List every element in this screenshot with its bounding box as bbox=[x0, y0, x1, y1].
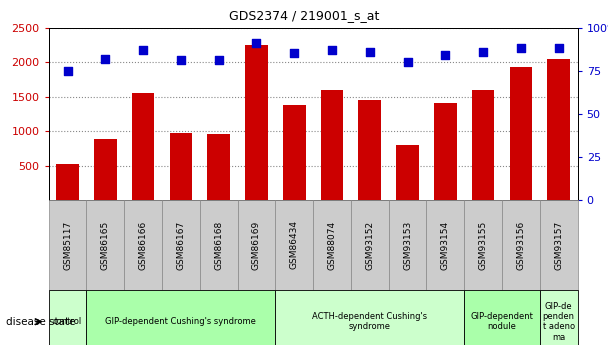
Text: GSM86168: GSM86168 bbox=[214, 220, 223, 269]
Bar bbox=[170, 133, 192, 200]
Text: GSM86165: GSM86165 bbox=[101, 220, 110, 269]
Bar bbox=[426, 200, 465, 290]
Bar bbox=[313, 200, 351, 290]
Bar bbox=[238, 200, 275, 290]
Bar bbox=[162, 200, 200, 290]
Text: GSM93156: GSM93156 bbox=[516, 220, 525, 269]
Point bbox=[478, 49, 488, 55]
Bar bbox=[547, 59, 570, 200]
Text: GSM93157: GSM93157 bbox=[554, 220, 563, 269]
Point bbox=[252, 40, 261, 46]
Text: GDS2374 / 219001_s_at: GDS2374 / 219001_s_at bbox=[229, 9, 379, 22]
Point bbox=[289, 51, 299, 56]
Bar bbox=[351, 200, 389, 290]
Bar bbox=[472, 90, 494, 200]
Text: GIP-dependent
nodule: GIP-dependent nodule bbox=[471, 312, 533, 332]
Point bbox=[63, 68, 72, 73]
Bar bbox=[245, 45, 268, 200]
Text: GSM93153: GSM93153 bbox=[403, 220, 412, 269]
Point bbox=[138, 47, 148, 53]
Bar bbox=[389, 200, 426, 290]
Text: GSM86167: GSM86167 bbox=[176, 220, 185, 269]
Bar bbox=[200, 200, 238, 290]
Text: GSM86166: GSM86166 bbox=[139, 220, 148, 269]
Bar bbox=[502, 200, 540, 290]
Bar bbox=[132, 93, 154, 200]
Bar bbox=[124, 200, 162, 290]
Bar bbox=[540, 200, 578, 290]
Bar bbox=[94, 139, 117, 200]
Point bbox=[327, 47, 337, 53]
Bar bbox=[56, 164, 79, 200]
Point bbox=[402, 59, 412, 65]
Bar bbox=[275, 200, 313, 290]
Bar bbox=[465, 200, 502, 290]
Text: GSM86434: GSM86434 bbox=[290, 220, 299, 269]
Bar bbox=[465, 290, 540, 345]
Bar bbox=[283, 105, 306, 200]
Bar bbox=[359, 100, 381, 200]
Text: GSM93154: GSM93154 bbox=[441, 220, 450, 269]
Point bbox=[100, 56, 110, 61]
Bar bbox=[207, 134, 230, 200]
Text: GSM85117: GSM85117 bbox=[63, 220, 72, 269]
Text: control: control bbox=[53, 317, 82, 326]
Bar bbox=[396, 145, 419, 200]
Text: GSM93152: GSM93152 bbox=[365, 220, 375, 269]
Point bbox=[516, 46, 526, 51]
Point bbox=[440, 52, 450, 58]
Bar bbox=[49, 290, 86, 345]
Point bbox=[554, 46, 564, 51]
Text: GSM86169: GSM86169 bbox=[252, 220, 261, 269]
Bar bbox=[86, 200, 124, 290]
Bar bbox=[86, 290, 275, 345]
Bar bbox=[540, 290, 578, 345]
Text: GIP-dependent Cushing's syndrome: GIP-dependent Cushing's syndrome bbox=[105, 317, 257, 326]
Bar bbox=[434, 103, 457, 200]
Point bbox=[365, 49, 375, 55]
Point bbox=[176, 58, 186, 63]
Text: GIP-de
penden
t adeno
ma: GIP-de penden t adeno ma bbox=[543, 302, 575, 342]
Bar bbox=[275, 290, 465, 345]
Text: ACTH-dependent Cushing's
syndrome: ACTH-dependent Cushing's syndrome bbox=[313, 312, 427, 332]
Text: GSM93155: GSM93155 bbox=[478, 220, 488, 269]
Bar bbox=[320, 90, 344, 200]
Point bbox=[214, 58, 224, 63]
Bar bbox=[49, 200, 86, 290]
Text: disease state: disease state bbox=[6, 317, 75, 327]
Bar bbox=[510, 67, 532, 200]
Text: GSM88074: GSM88074 bbox=[328, 220, 336, 269]
